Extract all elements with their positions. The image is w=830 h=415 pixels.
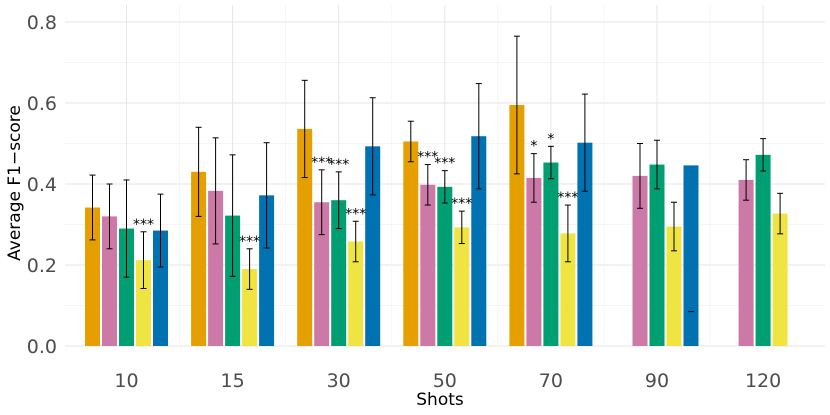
- bar: [683, 165, 699, 346]
- bar: [153, 230, 168, 346]
- bar: [208, 190, 224, 346]
- x-axis-ticks: 10 15 30 50 70 90 120: [114, 370, 781, 392]
- bar: [577, 142, 593, 346]
- significance-label: ***: [328, 157, 349, 173]
- x-tick-label: 90: [645, 370, 669, 392]
- bar: [314, 202, 330, 346]
- y-tick-label: 0.0: [27, 336, 57, 358]
- bar: [666, 226, 682, 346]
- significance-label: ***: [311, 155, 332, 171]
- bar: [191, 171, 207, 346]
- x-tick-label: 120: [745, 370, 781, 392]
- x-tick-label: 30: [327, 370, 351, 392]
- bar: [403, 141, 419, 346]
- significance-label: *: [530, 139, 537, 155]
- bars: [85, 105, 788, 347]
- significance-label: ***: [239, 234, 260, 250]
- significance-label: ***: [417, 150, 438, 166]
- error-bars: [89, 35, 784, 313]
- significance-label: *: [547, 131, 554, 147]
- bar: [331, 200, 347, 346]
- significance-label: ***: [133, 217, 154, 233]
- bar: [297, 128, 313, 346]
- bar: [85, 207, 100, 346]
- y-tick-label: 0.6: [27, 93, 57, 115]
- bar: [365, 146, 381, 346]
- bar: [632, 175, 648, 346]
- significance-label: ***: [345, 206, 366, 222]
- bar: [543, 162, 559, 346]
- significance-label: ***: [434, 156, 455, 172]
- x-tick-label: 70: [539, 370, 563, 392]
- bar: [526, 177, 542, 346]
- y-axis-title: Average F1−score: [5, 105, 25, 261]
- bar: [242, 269, 258, 346]
- bar: [225, 215, 241, 346]
- significance-label: ***: [557, 190, 578, 206]
- bar: [136, 260, 151, 346]
- bar: [420, 184, 436, 346]
- x-tick-label: 50: [433, 370, 457, 392]
- x-tick-label: 10: [114, 370, 138, 392]
- y-tick-label: 0.8: [27, 12, 57, 34]
- bar: [755, 154, 771, 346]
- x-axis-title: Shots: [416, 390, 464, 410]
- bar: [509, 105, 525, 347]
- bar: [119, 228, 134, 346]
- y-tick-label: 0.2: [27, 255, 57, 277]
- significance-labels: *** ******* **************** ***: [133, 131, 578, 249]
- bar: [471, 136, 487, 346]
- bar: [738, 179, 754, 346]
- y-tick-label: 0.4: [27, 174, 57, 196]
- significance-label: ***: [451, 196, 472, 212]
- bar: [772, 213, 788, 346]
- bar: [437, 186, 453, 346]
- bar: [259, 195, 275, 346]
- bar: [454, 227, 470, 346]
- bar: [348, 241, 364, 346]
- bar: [102, 216, 117, 346]
- x-tick-label: 15: [221, 370, 245, 392]
- bar: [560, 233, 576, 346]
- bar: [649, 164, 665, 346]
- y-axis-ticks: 0.0 0.2 0.4 0.6 0.8: [27, 12, 57, 358]
